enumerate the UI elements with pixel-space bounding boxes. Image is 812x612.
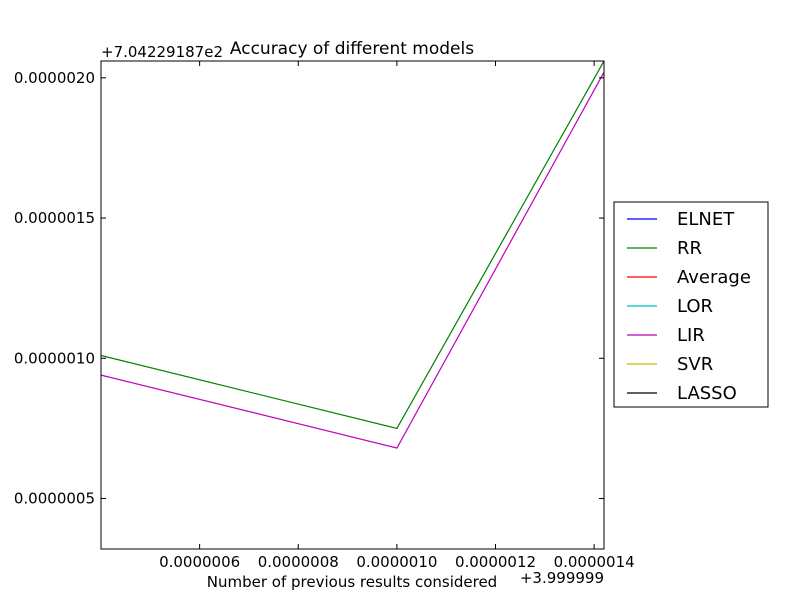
y-tick-label: 0.0000005: [14, 490, 95, 508]
legend-frame: [613, 201, 769, 408]
legend-label-rr: RR: [677, 238, 702, 259]
legend: ELNET RR Average LOR LIR SVR LASSO: [613, 201, 769, 408]
legend-label-elnet: ELNET: [677, 209, 735, 230]
x-tick-label: 0.0000014: [554, 553, 635, 571]
chart-title: Accuracy of different models: [230, 39, 474, 59]
series-line-lir: [101, 71, 604, 449]
y-tick-label: 0.0000015: [14, 209, 95, 227]
x-tick-label: 0.0000010: [356, 553, 437, 571]
x-axis: 0.0000006 0.0000008 0.0000010 0.0000012 0.00…: [159, 61, 635, 571]
x-tick-label: 0.0000008: [258, 553, 339, 571]
x-tick-label: 0.0000012: [455, 553, 536, 571]
plot-lines: [101, 61, 604, 449]
legend-label-lor: LOR: [677, 296, 713, 317]
y-tick-label: 0.0000010: [14, 349, 95, 367]
series-line-rr: [101, 61, 604, 430]
legend-label-average: Average: [677, 267, 751, 288]
y-axis-offset-text: +7.04229187e2: [101, 43, 223, 61]
x-axis-label: Number of previous results considered: [207, 573, 497, 591]
legend-label-svr: SVR: [677, 354, 713, 375]
y-tick-label: 0.0000020: [14, 69, 95, 87]
x-tick-label: 0.0000006: [159, 553, 240, 571]
plot-area-frame: [100, 60, 605, 550]
y-axis: 0.0000005 0.0000010 0.0000015 0.0000020: [14, 69, 604, 508]
legend-label-lasso: LASSO: [677, 383, 737, 404]
legend-label-lir: LIR: [677, 325, 705, 346]
x-axis-offset-text: +3.999999: [520, 569, 604, 587]
